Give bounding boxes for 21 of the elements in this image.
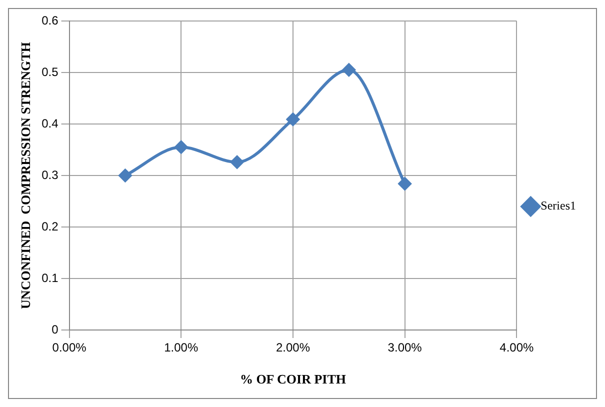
- y-tick-label: 0.2: [42, 219, 59, 234]
- point: [286, 112, 300, 126]
- y-tick-label: 0.1: [42, 270, 59, 285]
- y-tick-label: 0.6: [42, 13, 59, 28]
- x-axis-title: % OF COIR PITH: [240, 372, 346, 387]
- point: [174, 140, 188, 154]
- point: [398, 177, 412, 190]
- y-tick-label: 0: [52, 322, 59, 336]
- x-tick-label: 0.00%: [52, 340, 87, 355]
- y-tick-label: 0.3: [42, 168, 59, 182]
- x-tick-label: 3.00%: [388, 340, 422, 355]
- y-tick-label: 0.4: [42, 116, 59, 130]
- y-tick-label: 0.5: [42, 64, 59, 79]
- point: [342, 63, 356, 76]
- point: [118, 169, 132, 182]
- x-tick-label: 1.00%: [164, 340, 198, 355]
- point: [230, 156, 244, 169]
- x-tick-label: 4.00%: [500, 340, 534, 355]
- x-tick-label: 2.00%: [276, 340, 310, 355]
- legend-label: Series1: [540, 198, 576, 213]
- y-axis-title: UNCONFINED COMPRESSION STRENGTH: [18, 42, 34, 309]
